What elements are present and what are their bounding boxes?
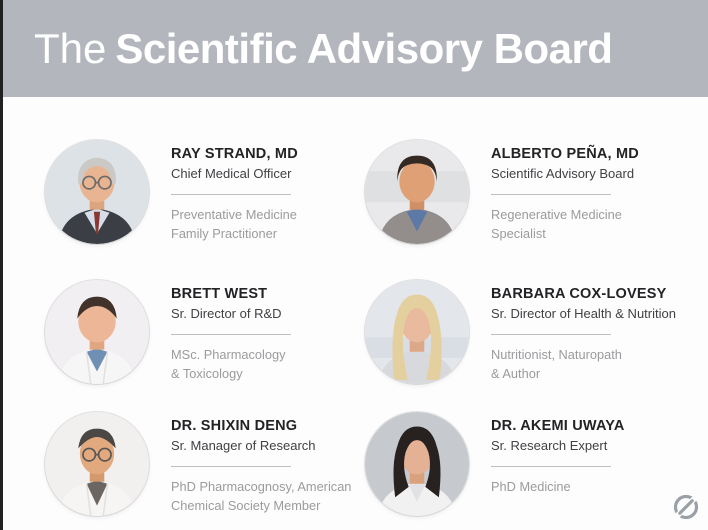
member-title: Sr. Research Expert <box>491 438 608 454</box>
member-description: PhD Medicine <box>491 479 571 495</box>
member-photo <box>45 140 149 244</box>
member-info: DR. AKEMI UWAYA Sr. Research Expert PhD … <box>491 412 625 497</box>
member-description: MSc. Pharmacology & Toxicology <box>171 347 286 381</box>
member-card-ray-strand: RAY STRAND, MD Chief Medical Officer Pre… <box>45 140 298 244</box>
member-card-alberto-pena: ALBERTO PEÑA, MD Scientific Advisory Boa… <box>365 140 639 244</box>
member-photo <box>365 412 469 516</box>
member-photo <box>365 140 469 244</box>
member-name: ALBERTO PEÑA, MD <box>491 146 639 162</box>
member-title: Chief Medical Officer <box>171 166 292 182</box>
member-photo <box>45 280 149 384</box>
member-card-barbara-cox-lovesy: BARBARA COX-LOVESY Sr. Director of Healt… <box>365 280 676 384</box>
member-description: Preventative Medicine Family Practitione… <box>171 207 297 241</box>
member-info: BARBARA COX-LOVESY Sr. Director of Healt… <box>491 280 676 383</box>
member-name: DR. AKEMI UWAYA <box>491 418 625 434</box>
member-title: Sr. Manager of Research <box>171 438 316 454</box>
member-photo <box>365 280 469 384</box>
person-avatar-icon <box>365 280 469 384</box>
member-info: RAY STRAND, MD Chief Medical Officer Pre… <box>171 140 298 243</box>
person-avatar-icon <box>45 280 149 384</box>
divider <box>491 466 611 468</box>
divider <box>171 334 291 336</box>
header-title-prefix: The <box>34 24 107 72</box>
member-title: Sr. Director of Health & Nutrition <box>491 306 676 322</box>
slide-edge-strip <box>0 0 3 530</box>
person-avatar-icon <box>365 412 469 516</box>
member-photo <box>45 412 149 516</box>
divider <box>491 194 611 196</box>
member-info: DR. SHIXIN DENG Sr. Manager of Research … <box>171 412 351 515</box>
person-avatar-icon <box>45 412 149 516</box>
member-title: Scientific Advisory Board <box>491 166 635 182</box>
member-card-brett-west: BRETT WEST Sr. Director of R&D MSc. Phar… <box>45 280 291 384</box>
member-info: BRETT WEST Sr. Director of R&D MSc. Phar… <box>171 280 291 383</box>
person-avatar-icon <box>45 140 149 244</box>
member-name: BRETT WEST <box>171 286 268 302</box>
divider <box>171 194 291 196</box>
person-avatar-icon <box>365 140 469 244</box>
slide-header: The Scientific Advisory Board <box>0 0 708 97</box>
member-card-shixin-deng: DR. SHIXIN DENG Sr. Manager of Research … <box>45 412 351 516</box>
member-card-akemi-uwaya: DR. AKEMI UWAYA Sr. Research Expert PhD … <box>365 412 625 516</box>
header-title-main: Scientific Advisory Board <box>115 24 613 72</box>
member-info: ALBERTO PEÑA, MD Scientific Advisory Boa… <box>491 140 639 243</box>
member-description: Nutritionist, Naturopath & Author <box>491 347 622 381</box>
member-name: BARBARA COX-LOVESY <box>491 286 667 302</box>
member-description: Regenerative Medicine Specialist <box>491 207 622 241</box>
brand-logo-icon <box>671 492 701 522</box>
member-name: DR. SHIXIN DENG <box>171 418 298 434</box>
divider <box>491 334 611 336</box>
divider <box>171 466 291 468</box>
member-title: Sr. Director of R&D <box>171 306 282 322</box>
member-description: PhD Pharmacognosy, American Chemical Soc… <box>171 479 352 513</box>
member-name: RAY STRAND, MD <box>171 146 298 162</box>
